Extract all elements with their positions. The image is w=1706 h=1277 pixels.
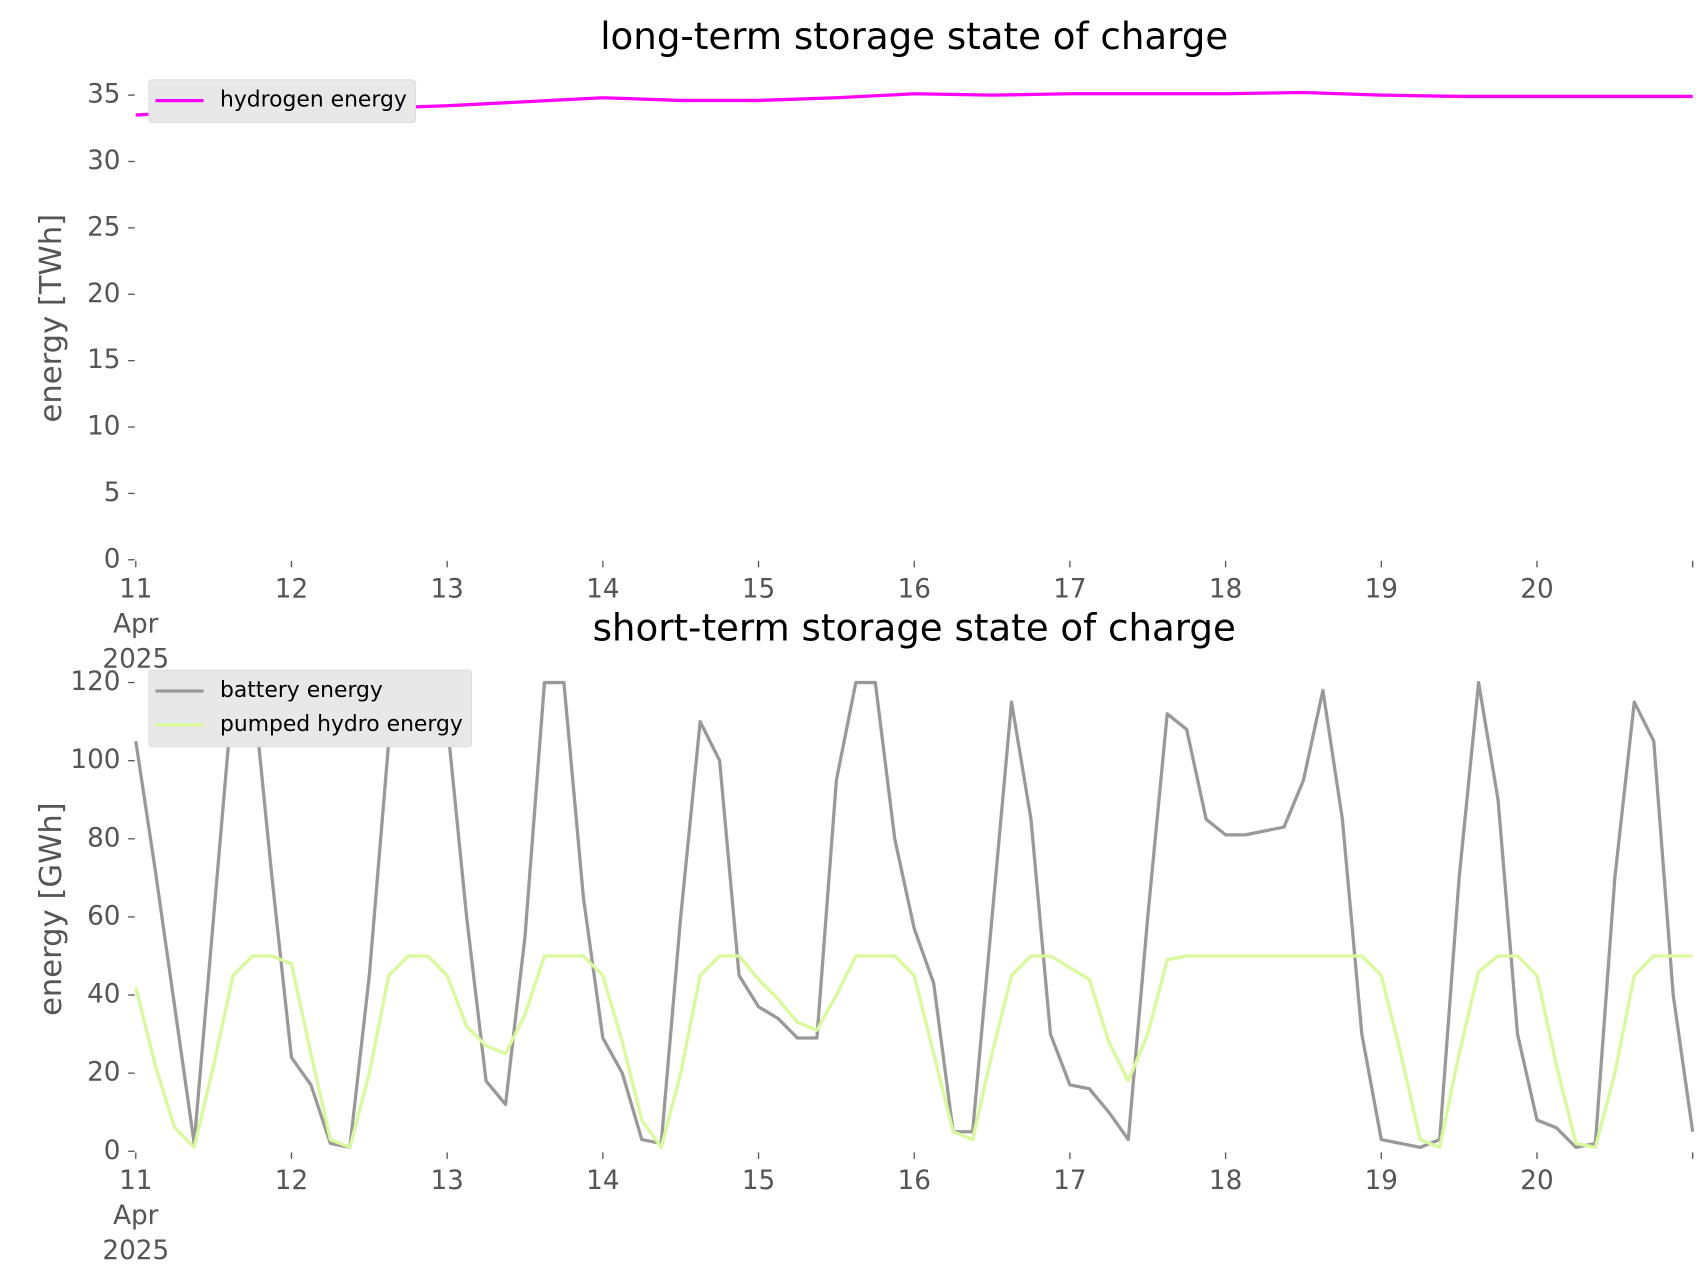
- legend-label: battery energy: [220, 678, 383, 703]
- series-line: [134, 954, 1693, 1150]
- x-tick-label: 19: [1365, 1165, 1398, 1195]
- x-tick-label: 12: [275, 574, 308, 604]
- x-tick-label: 17: [1053, 574, 1086, 604]
- y-tick-label: 30: [87, 146, 120, 176]
- x-tick-label: 16: [898, 1165, 931, 1195]
- x-tick-label: 12: [275, 1165, 308, 1195]
- x-tick-label: 18: [1209, 574, 1242, 604]
- y-axis-label: energy [TWh]: [34, 214, 69, 423]
- chart-title: short-term storage state of charge: [593, 605, 1236, 649]
- x-tick-label: 17: [1053, 1165, 1086, 1195]
- x-tick-label: 19: [1365, 574, 1398, 604]
- x-tick-label: 15: [742, 1165, 775, 1195]
- y-tick-label: 0: [104, 544, 121, 574]
- x-tick-label: 20: [1520, 574, 1553, 604]
- x-tick-label: 13: [430, 1165, 463, 1195]
- legend: battery energy pumped hydro energy: [148, 669, 473, 748]
- y-tick-label: 40: [87, 980, 120, 1010]
- y-tick-label: 60: [87, 901, 120, 931]
- y-tick-label: 35: [87, 80, 120, 110]
- x-tick-label: 14: [586, 1165, 619, 1195]
- x-tick-label: 16: [898, 574, 931, 604]
- legend-label: pumped hydro energy: [220, 712, 463, 737]
- x-tick-label: 20: [1520, 1165, 1553, 1195]
- x-tick-label: 15: [742, 574, 775, 604]
- y-tick-label: 25: [87, 212, 120, 242]
- y-tick-label: 20: [87, 279, 120, 309]
- y-tick-label: 100: [70, 745, 120, 775]
- legend: hydrogen energy: [148, 79, 417, 123]
- legend-box: [148, 79, 417, 123]
- x-tick-label: 11 Apr 2025: [102, 574, 169, 674]
- y-axis-label: energy [GWh]: [34, 802, 69, 1016]
- y-tick-label: 80: [87, 823, 120, 853]
- y-tick-label: 120: [70, 667, 120, 697]
- legend-label: hydrogen energy: [220, 88, 407, 113]
- x-tick-label: 11 Apr 2025: [102, 1165, 169, 1265]
- x-tick-label: 14: [586, 574, 619, 604]
- y-tick-label: 10: [87, 412, 120, 442]
- chart-title: long-term storage state of charge: [600, 14, 1228, 58]
- y-tick-label: 20: [87, 1058, 120, 1088]
- x-tick-label: 13: [430, 574, 463, 604]
- y-tick-label: 5: [104, 478, 121, 508]
- y-tick-label: 0: [104, 1136, 121, 1166]
- y-tick-label: 15: [87, 345, 120, 375]
- legend-box: [148, 669, 473, 748]
- x-tick-label: 18: [1209, 1165, 1242, 1195]
